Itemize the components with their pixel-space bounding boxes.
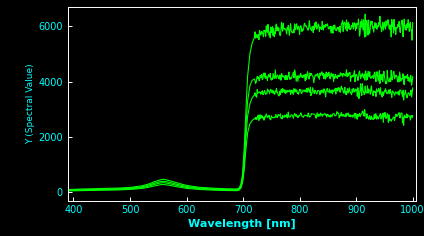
Y-axis label: Y (Spectral Value): Y (Spectral Value) <box>27 63 36 144</box>
X-axis label: Wavelength [nm]: Wavelength [nm] <box>188 218 296 228</box>
